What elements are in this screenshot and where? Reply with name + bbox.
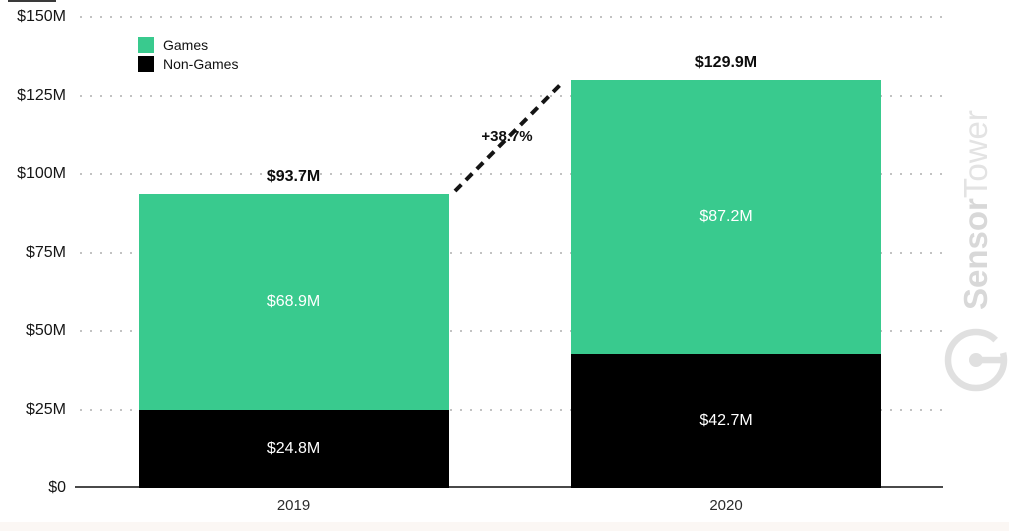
growth-annotation: +38.7% [481,128,533,145]
y-axis-tick-label: $0 [48,479,66,496]
y-axis-tick-label: $100M [17,165,66,182]
legend-label-games: Games [163,36,209,53]
x-axis-line [75,486,943,488]
bar-segment-games-2020 [571,80,881,354]
x-axis-label-2020: 2020 [709,497,743,514]
watermark-tower-text: Tower [957,110,994,199]
legend-item-games: Games [138,35,238,54]
top-edge-line [8,0,56,2]
sensortower-logo-icon [944,328,1008,392]
bar-value-label-non-games-2020: $42.7M [699,411,753,429]
legend: Games Non-Games [138,35,238,73]
bar-segment-games-2019 [138,193,449,411]
bottom-strip [0,522,1009,531]
y-axis-tick-label: $125M [17,86,66,104]
bar-value-label-non-games-2019: $24.8M [266,440,321,458]
sensortower-watermark: SensorTower [956,86,996,310]
watermark-sensor-text: Sensor [957,198,994,310]
y-axis-tick-label: $25M [25,400,66,418]
bar-value-label-games-2020: $87.2M [699,208,753,226]
bar-segment-non-games-2020 [571,353,881,488]
bar-value-label-games-2019: $68.9M [266,292,321,310]
legend-item-non-games: Non-Games [138,54,238,73]
bar-total-label-2020: $129.9M [694,54,758,72]
x-axis-label-2019: 2019 [276,497,311,514]
y-axis-tick-label: $150M [17,8,66,25]
games-color-swatch [138,36,154,53]
legend-label-non-games: Non-Games [163,55,239,72]
gridline-25 [80,408,945,411]
gridline-75 [80,251,945,254]
bar-total-label-2019: $93.7M [266,167,321,185]
y-axis-tick-label: $50M [25,322,66,339]
bar-segment-non-games-2019 [138,410,449,488]
gridline-150 [80,16,945,18]
non-games-color-swatch [138,55,154,72]
gridline-50 [80,330,945,332]
y-axis-tick-label: $75M [25,243,66,261]
